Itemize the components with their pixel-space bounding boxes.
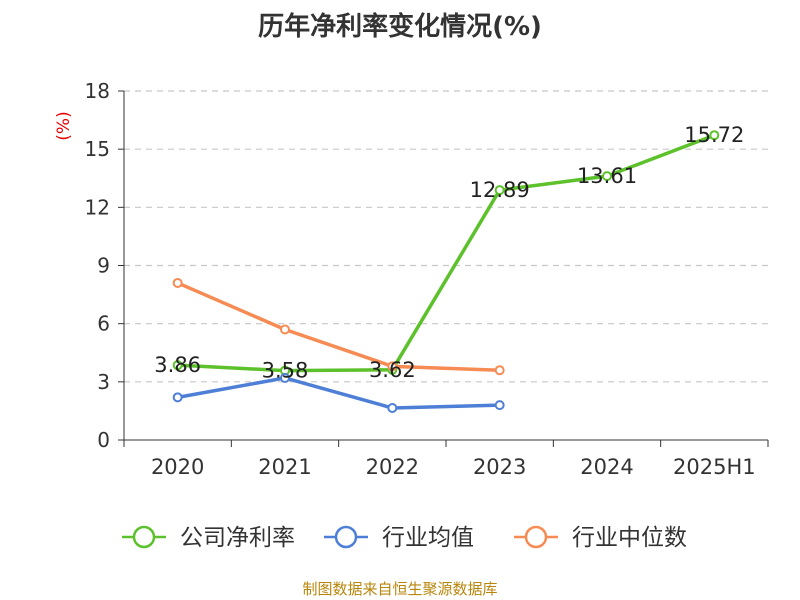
data-label: 15.72 (684, 123, 744, 147)
data-point (709, 130, 720, 141)
source-footer: 制图数据来自恒生聚源数据库 (302, 580, 498, 598)
data-labels: 3.86 3.58 3.62 12.89 13.61 15.72 (154, 123, 744, 382)
data-point (602, 171, 612, 182)
data-point (494, 400, 505, 411)
series-line (177, 133, 715, 373)
y-axis-label: (%) (54, 111, 74, 140)
data-point (280, 324, 290, 335)
series-line (176, 281, 500, 372)
x-tick-label: 2022 (366, 455, 419, 479)
y-tick-label: 12 (85, 195, 110, 219)
x-tick-label: 2024 (580, 455, 633, 479)
axes: 0 3 6 9 12 15 18 (%) 2020 2021 2022 2023 2024 2025H1 (54, 79, 769, 479)
x-tick-label: 2020 (151, 455, 204, 479)
data-point (172, 277, 183, 288)
grid-lines (124, 90, 768, 383)
legend-marker-icon (334, 525, 358, 549)
y-tick-label: 6 (97, 312, 110, 336)
data-point (387, 361, 398, 372)
data-point (494, 185, 505, 196)
y-tick-label: 3 (97, 370, 110, 394)
y-tick-label: 9 (97, 254, 110, 278)
legend-label: 公司净利率 (180, 525, 295, 551)
legend-marker-icon (132, 525, 156, 549)
legend-label: 行业中位数 (572, 525, 687, 551)
chart-title: 历年净利率变化情况(%) (258, 12, 542, 42)
data-point (387, 403, 398, 414)
data-label: 3.58 (262, 359, 309, 383)
legend-label: 行业均值 (382, 525, 474, 551)
y-tick-label: 18 (85, 79, 110, 103)
x-tick-label: 2021 (258, 455, 311, 479)
legend-marker-icon (524, 525, 548, 549)
data-point (494, 365, 505, 376)
series-line (177, 376, 500, 410)
legend: 公司净利率 行业均值 行业中位数 (122, 525, 687, 551)
x-tick-label: 2025H1 (673, 455, 756, 479)
data-label: 12.89 (470, 178, 530, 202)
series-lines (172, 130, 720, 414)
x-tick-label: 2023 (473, 455, 526, 479)
data-point (280, 372, 290, 383)
y-tick-label: 0 (97, 428, 110, 452)
data-point (172, 360, 183, 371)
data-point (172, 392, 183, 403)
data-label: 13.61 (577, 164, 637, 188)
data-label: 3.62 (369, 358, 416, 382)
data-label: 3.86 (154, 353, 201, 377)
y-tick-label: 15 (85, 137, 110, 161)
